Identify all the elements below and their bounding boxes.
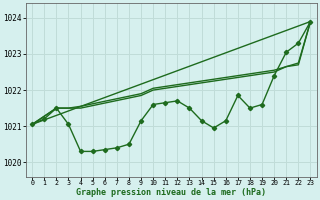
X-axis label: Graphe pression niveau de la mer (hPa): Graphe pression niveau de la mer (hPa) <box>76 188 266 197</box>
